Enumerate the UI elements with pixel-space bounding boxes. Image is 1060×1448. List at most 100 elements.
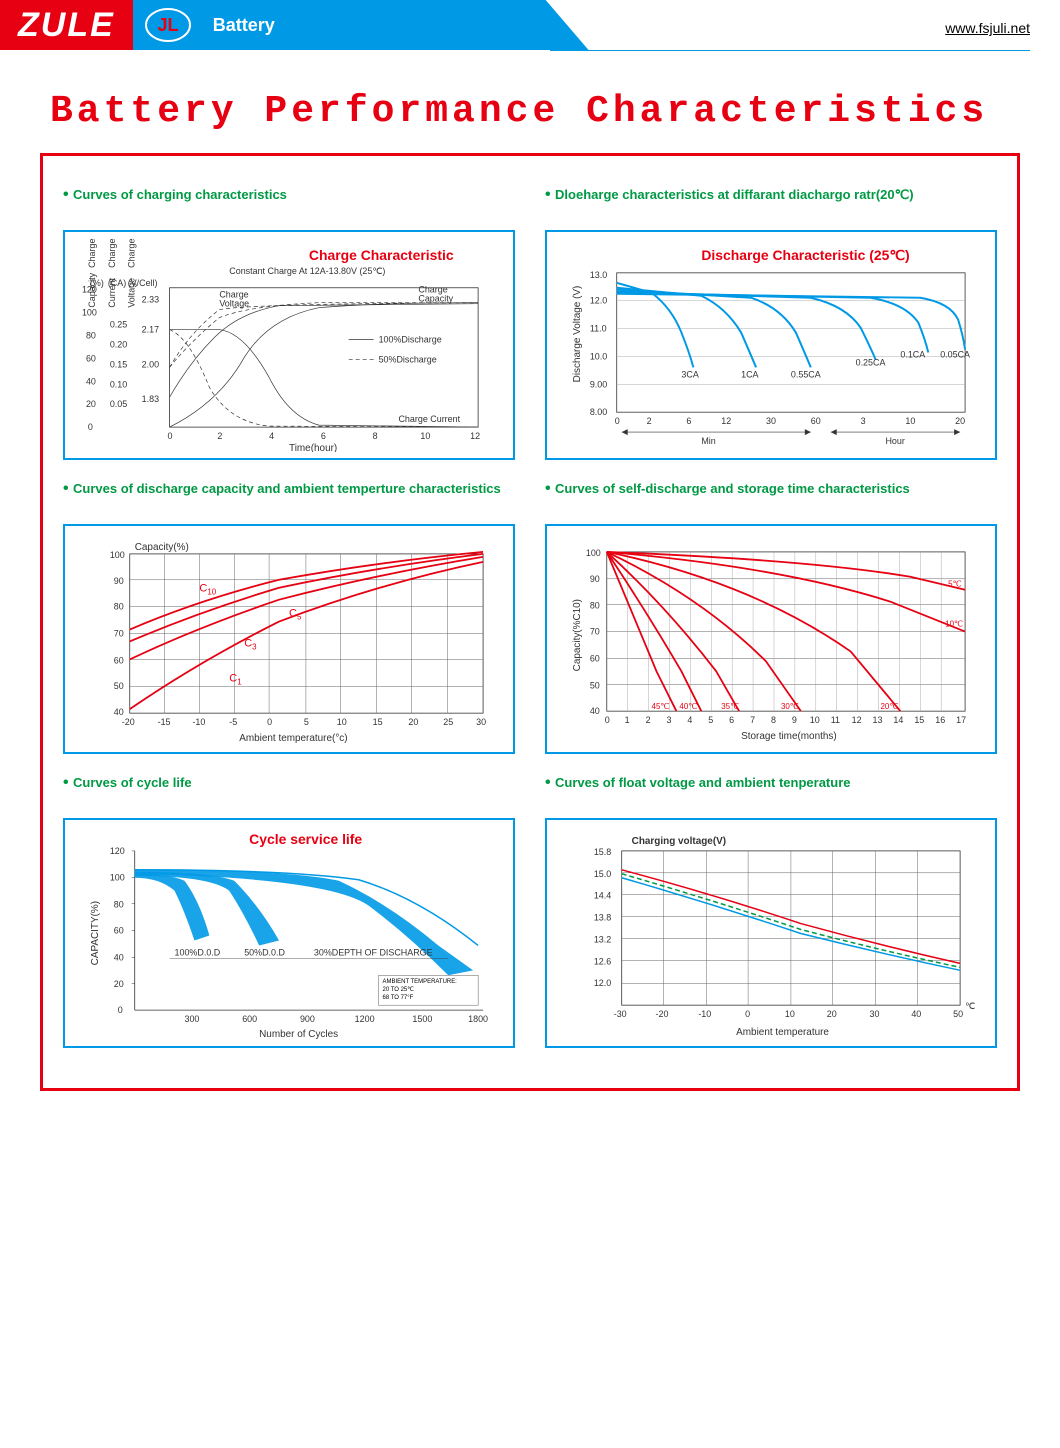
svg-text:68 TO 77°F: 68 TO 77°F [383,995,414,1001]
chart-box: Charging voltage(V) 15.815.014.4 13.813.… [545,818,997,1048]
svg-text:5: 5 [304,717,309,727]
svg-text:Constant Charge At 12A-13.80V: Constant Charge At 12A-13.80V (25℃) [229,266,385,276]
svg-text:1: 1 [625,715,630,725]
svg-text:6: 6 [321,431,326,441]
svg-text:8.00: 8.00 [590,407,607,417]
svg-text:50: 50 [114,681,124,691]
svg-text:11.0: 11.0 [590,324,607,334]
svg-text:100: 100 [110,873,125,883]
svg-text:60: 60 [590,653,600,663]
svg-text:2.17: 2.17 [142,325,159,335]
svg-text:20: 20 [86,399,96,409]
header-rule [550,50,1030,51]
svg-text:Charging voltage(V): Charging voltage(V) [632,836,726,847]
svg-text:20: 20 [408,717,418,727]
svg-text:30: 30 [766,416,776,426]
svg-text:90: 90 [114,576,124,586]
svg-text:3: 3 [252,642,257,651]
svg-text:0: 0 [745,1009,750,1019]
chart-float-voltage: Curves of float voltage and ambient tenp… [545,774,997,1048]
svg-text:5℃: 5℃ [948,580,961,589]
svg-text:-5: -5 [229,717,237,727]
svg-text:(V/Cell): (V/Cell) [128,278,158,288]
svg-text:12.6: 12.6 [594,956,611,966]
brand-logo-icon: JL [133,0,203,50]
svg-text:7: 7 [750,715,755,725]
page-header: ZULE JL Battery [0,0,1060,50]
svg-text:40: 40 [911,1009,921,1019]
svg-text:60: 60 [86,353,96,363]
svg-text:40: 40 [114,952,124,962]
svg-text:5: 5 [297,613,302,622]
chart-caption: Curves of self-discharge and storage tim… [545,480,997,514]
svg-text:Storage time(months): Storage time(months) [741,731,837,742]
svg-text:1: 1 [237,677,242,686]
svg-text:C: C [244,637,252,649]
svg-text:10: 10 [207,588,216,597]
chart-caption: Curves of discharge capacity and ambient… [63,480,515,514]
svg-text:-20: -20 [656,1009,669,1019]
svg-text:4: 4 [269,431,274,441]
grid [130,554,483,713]
svg-text:6: 6 [686,416,691,426]
main-content-frame: Curves of charging characteristics Charg… [40,153,1020,1091]
svg-text:0.25: 0.25 [110,320,127,330]
svg-text:60: 60 [114,655,124,665]
svg-text:Charge: Charge [127,239,137,268]
svg-text:Number of Cycles: Number of Cycles [259,1029,338,1040]
svg-text:Time(hour): Time(hour) [289,443,337,452]
svg-text:10.0: 10.0 [590,351,607,361]
chart-box: Cycle service life CAPACITY(%) ационных … [63,818,515,1048]
svg-text:10: 10 [785,1009,795,1019]
svg-text:100%D.0.D: 100%D.0.D [175,947,221,957]
svg-text:Charge Current: Charge Current [398,414,460,424]
svg-text:12: 12 [470,431,480,441]
svg-text:20: 20 [114,979,124,989]
svg-text:2.00: 2.00 [142,359,159,369]
svg-text:50%D.0.D: 50%D.0.D [244,947,285,957]
svg-text:900: 900 [300,1014,315,1024]
svg-text:70: 70 [590,627,600,637]
svg-text:15: 15 [914,715,924,725]
svg-text:0.05CA: 0.05CA [940,349,970,359]
svg-text:0.55CA: 0.55CA [791,369,821,379]
svg-text:80: 80 [86,331,96,341]
svg-text:120: 120 [110,846,125,856]
website-url: www.fsjuli.net [945,20,1030,36]
svg-text:9: 9 [792,715,797,725]
svg-text:40℃: 40℃ [679,702,697,711]
svg-text:30: 30 [870,1009,880,1019]
svg-text:1200: 1200 [355,1014,375,1024]
svg-text:25: 25 [443,717,453,727]
svg-text:20℃: 20℃ [880,702,898,711]
svg-text:Hour: Hour [885,436,904,446]
svg-text:15: 15 [373,717,383,727]
svg-text:14.4: 14.4 [594,891,611,901]
svg-text:13.0: 13.0 [590,270,607,280]
svg-text:12.0: 12.0 [590,296,607,306]
svg-text:20: 20 [955,416,965,426]
chart-box: Capacity(%) 1009080 70605040 -20-15-10 [63,524,515,754]
svg-text:10: 10 [337,717,347,727]
svg-text:0: 0 [88,422,93,432]
svg-text:12: 12 [852,715,862,725]
svg-text:12.0: 12.0 [594,978,611,988]
svg-text:0: 0 [615,416,620,426]
svg-text:-10: -10 [192,717,205,727]
svg-text:1800: 1800 [468,1014,488,1024]
chart-caption: Curves of charging characteristics [63,186,515,220]
chart-box: Capacity(%C10) 1009080 70605040 [545,524,997,754]
svg-text:10: 10 [905,416,915,426]
chart-caption: Curves of float voltage and ambient tenp… [545,774,997,808]
svg-text:60: 60 [811,416,821,426]
chart-caption: Curves of cycle life [63,774,515,808]
svg-text:-10: -10 [698,1009,711,1019]
svg-text:40: 40 [114,707,124,717]
svg-text:1500: 1500 [412,1014,432,1024]
svg-text:40: 40 [86,376,96,386]
svg-text:0.1CA: 0.1CA [900,349,925,359]
chart-caption: Dloeharge characteristics at diffarant d… [545,186,997,220]
svg-text:0.25CA: 0.25CA [856,357,886,367]
svg-text:50%Discharge: 50%Discharge [379,354,437,364]
svg-text:AMBIENT TEMPERATURE:: AMBIENT TEMPERATURE: [383,979,458,985]
